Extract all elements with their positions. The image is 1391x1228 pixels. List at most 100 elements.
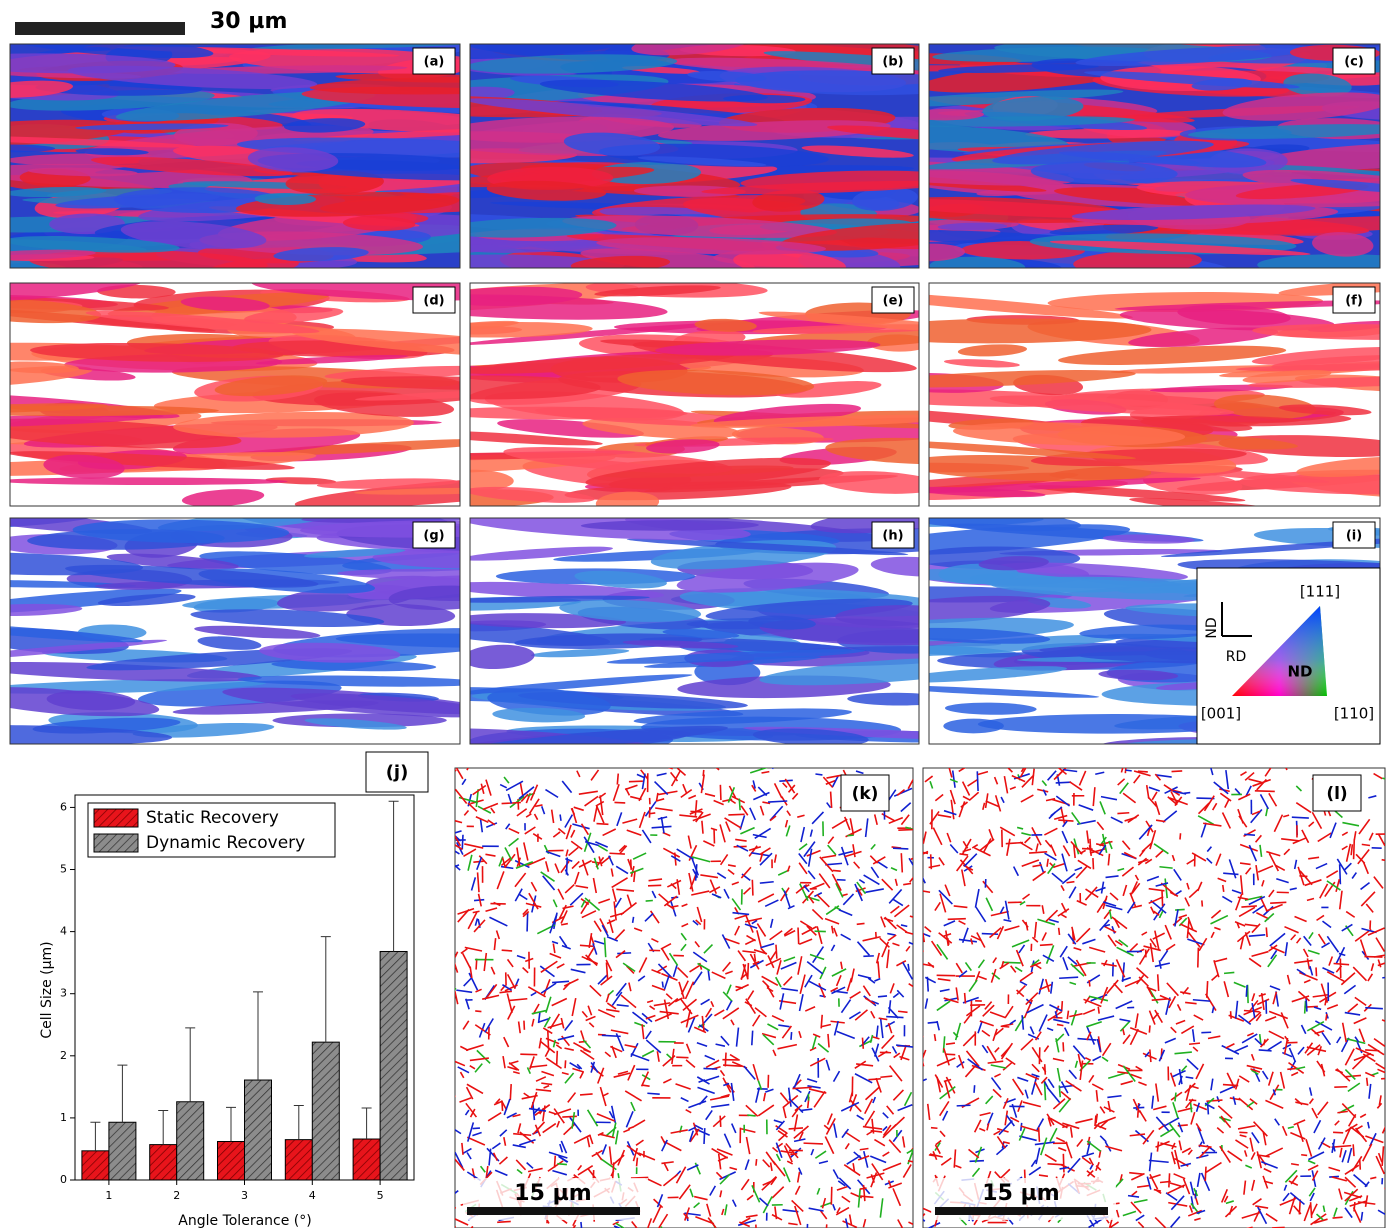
boundary (1299, 876, 1307, 877)
panel-label: (e) (883, 294, 904, 309)
boundary (898, 829, 917, 830)
panel-label: (c) (1344, 55, 1364, 70)
boundary (1255, 791, 1275, 792)
boundary (1059, 977, 1078, 978)
boundary (747, 1115, 755, 1116)
boundary (554, 1156, 555, 1168)
boundary (1326, 1014, 1327, 1021)
boundary (633, 917, 634, 923)
boundary (927, 977, 928, 992)
ipf-center: ND (1287, 663, 1312, 681)
panel-label: (l) (1326, 784, 1347, 804)
boundary (1045, 1064, 1046, 1075)
boundary (1354, 1202, 1355, 1211)
ipf-111: [111] (1300, 583, 1340, 601)
boundary (637, 1158, 638, 1167)
scale-bar-label: 30 µm (210, 9, 287, 34)
ipf-001: [001] (1201, 705, 1241, 723)
boundary (1089, 980, 1090, 986)
bar (312, 1042, 339, 1180)
x-tick-label: 3 (241, 1189, 248, 1202)
ipf-rd: RD (1226, 649, 1247, 665)
boundary (1175, 1093, 1176, 1102)
boundary (1223, 1085, 1238, 1086)
panel-label: (f) (1345, 294, 1363, 309)
boundary (1381, 1078, 1391, 1079)
boundary (878, 996, 887, 997)
boundary (1040, 944, 1053, 945)
boundary (934, 1034, 935, 1041)
boundary-map: (k)15 µm (437, 759, 928, 1228)
boundary (473, 1128, 480, 1129)
boundary (1098, 1007, 1099, 1014)
boundary (1063, 1042, 1064, 1051)
ipf-nd: ND (1204, 617, 1220, 638)
boundary (957, 1105, 971, 1106)
bar (245, 1080, 272, 1180)
boundary (1067, 882, 1075, 883)
x-tick-label: 5 (377, 1189, 384, 1202)
error-bar (185, 1028, 195, 1102)
boundary (1246, 985, 1247, 997)
boundary (1207, 981, 1208, 998)
legend-label: Dynamic Recovery (146, 833, 305, 853)
boundary (1354, 839, 1355, 859)
error-bar (294, 1105, 304, 1139)
boundary (642, 1085, 650, 1086)
boundary (756, 1159, 757, 1166)
panel-label: (a) (424, 55, 445, 70)
boundary (752, 880, 753, 896)
boundary (1202, 900, 1203, 906)
boundary (704, 1128, 705, 1144)
scale-bar-label: 15 µm (982, 1181, 1059, 1206)
boundary (1175, 909, 1185, 910)
boundary (596, 824, 608, 825)
error-bar (253, 992, 263, 1080)
boundary (703, 1068, 717, 1069)
boundary (720, 785, 721, 800)
boundary (1059, 928, 1060, 935)
legend-swatch (94, 809, 138, 827)
boundary (1364, 957, 1382, 958)
boundary (1117, 813, 1129, 814)
boundary (565, 1060, 566, 1068)
boundary (928, 1022, 938, 1023)
bar (218, 1142, 245, 1181)
panel-label: (d) (423, 294, 444, 309)
boundary (1266, 927, 1267, 937)
boundary (646, 901, 653, 902)
boundary (1301, 1155, 1307, 1156)
x-tick-label: 1 (105, 1189, 112, 1202)
panel-label: (i) (1346, 529, 1362, 544)
error-bar (226, 1107, 236, 1141)
boundary (728, 814, 744, 815)
panel-label: (h) (882, 529, 903, 544)
error-bar (90, 1122, 100, 1151)
boundary (557, 1164, 567, 1165)
boundary (974, 1085, 975, 1093)
boundary (1133, 1107, 1144, 1108)
boundary (510, 1084, 511, 1100)
legend-swatch (94, 834, 138, 852)
boundary (862, 1038, 863, 1049)
panel-label: (b) (882, 55, 903, 70)
x-tick-label: 2 (173, 1189, 180, 1202)
boundary (676, 1057, 688, 1058)
boundary (1149, 1025, 1150, 1032)
boundary (752, 1031, 753, 1046)
boundary (1198, 948, 1199, 968)
boundary (1259, 1050, 1272, 1051)
boundary (1150, 1049, 1151, 1062)
boundary (1090, 839, 1091, 853)
boundary (1311, 1202, 1312, 1218)
boundary (798, 927, 799, 944)
error-bar (117, 1065, 127, 1122)
boundary-map: (l) 15 µm (909, 756, 1391, 1228)
y-tick-label: 5 (60, 863, 67, 876)
boundary (1362, 844, 1370, 845)
error-bar (158, 1110, 168, 1144)
boundary (815, 774, 822, 775)
boundary (1162, 890, 1163, 906)
boundary (609, 853, 624, 854)
panel-label: (k) (852, 784, 879, 804)
